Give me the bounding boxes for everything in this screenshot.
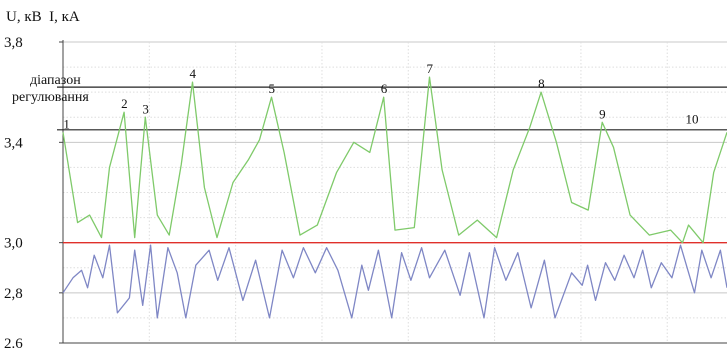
y-tick-label: 3,4 (4, 135, 23, 151)
peak-label: 1 (63, 116, 70, 131)
y-tick-label: 3,0 (4, 236, 23, 252)
grid (62, 40, 727, 344)
y-tick-label: 2.6 (4, 336, 23, 348)
series-line-2 (62, 244, 727, 319)
peak-label: 6 (381, 81, 388, 96)
peak-label: 9 (599, 106, 606, 121)
peak-label: 3 (142, 101, 149, 116)
y-tick-label: 2,8 (4, 286, 23, 302)
series-group (62, 76, 727, 319)
y-axis-ticks: 3,8 3,4 3,0 2,8 2.6 (4, 35, 63, 348)
series-line-1 (62, 76, 727, 244)
peak-label: 5 (268, 81, 275, 96)
peak-label: 2 (121, 96, 128, 111)
regulation-band (57, 86, 727, 131)
peak-label: 4 (189, 66, 196, 81)
band-label-line1: діапазон (30, 73, 81, 88)
peak-label: 10 (685, 111, 698, 126)
peak-label: 8 (538, 76, 545, 91)
band-label-line2: регулювання (12, 90, 89, 105)
y-tick-label: 3,8 (4, 35, 23, 51)
peak-label: 7 (427, 61, 434, 76)
y-axis-label: U, кВ I, кА (6, 9, 80, 25)
